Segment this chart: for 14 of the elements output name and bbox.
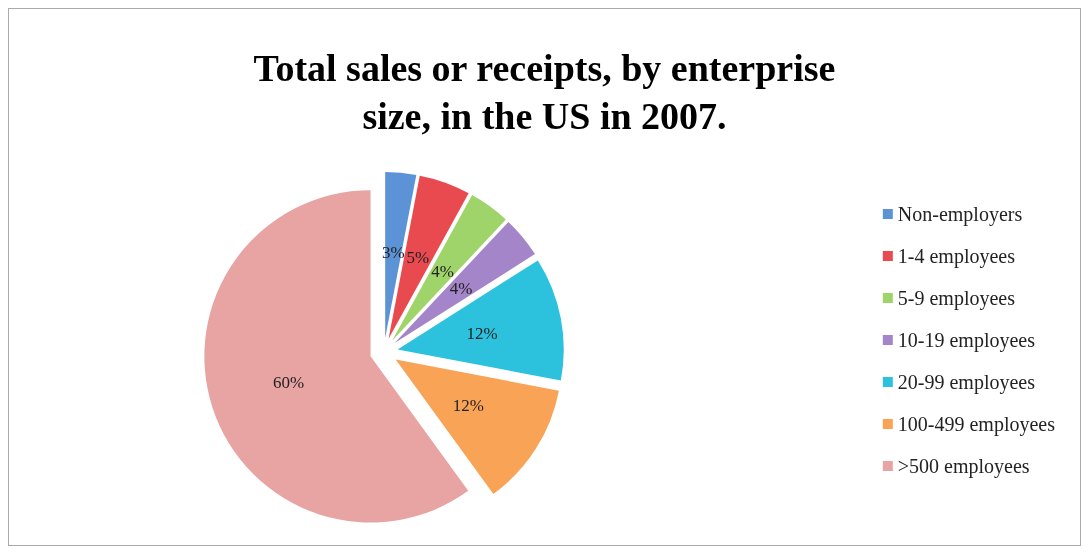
legend-label: 20-99 employees xyxy=(897,371,1036,394)
legend-label: 5-9 employees xyxy=(897,287,1016,310)
data-label: 4% xyxy=(449,278,473,298)
legend-label: 10-19 employees xyxy=(897,329,1036,352)
legend-label: >500 employees xyxy=(897,455,1030,478)
legend-label: Non-employers xyxy=(897,203,1023,226)
chart-title: Total sales or receipts, by enterprise size, in the US in 2007. xyxy=(253,47,836,137)
data-label: 12% xyxy=(466,323,498,343)
data-label: 60% xyxy=(273,373,305,393)
data-label: 4% xyxy=(431,261,455,281)
data-label: 5% xyxy=(406,248,430,268)
data-label: 12% xyxy=(452,396,484,416)
legend-label: 1-4 employees xyxy=(897,245,1016,268)
legend-label: 100-499 employees xyxy=(897,413,1056,436)
